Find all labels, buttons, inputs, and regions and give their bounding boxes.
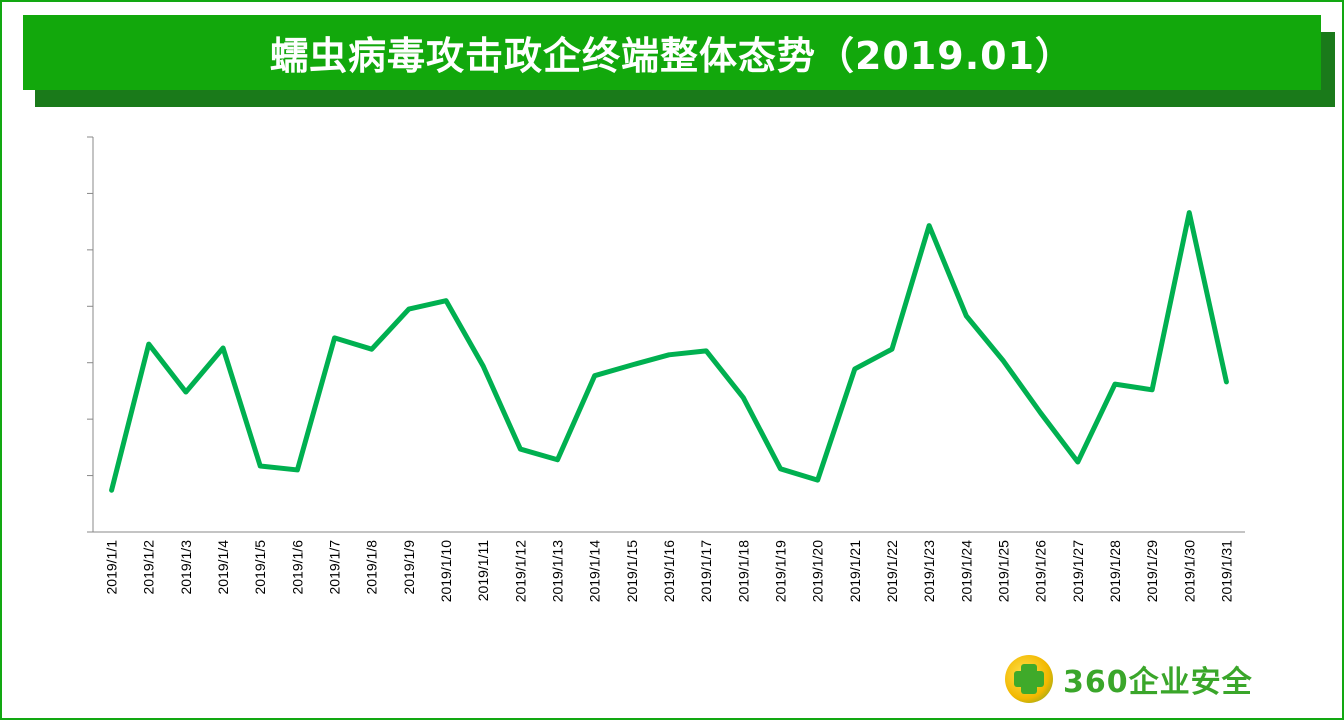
- title-banner: 蠕虫病毒攻击政企终端整体态势（2019.01）: [23, 15, 1321, 90]
- x-tick-label: 2019/1/8: [364, 540, 380, 595]
- x-tick-label: 2019/1/3: [178, 540, 194, 595]
- x-tick-label: 2019/1/29: [1144, 540, 1160, 602]
- x-tick-label: 2019/1/1: [104, 540, 120, 595]
- x-tick-label: 2019/1/28: [1107, 540, 1123, 602]
- x-tick-label: 2019/1/16: [661, 540, 677, 602]
- x-tick-label: 2019/1/23: [921, 540, 937, 602]
- x-tick-label: 2019/1/5: [252, 540, 268, 595]
- x-tick-label: 2019/1/4: [215, 540, 231, 595]
- x-tick-label: 2019/1/11: [475, 540, 491, 601]
- x-tick-label: 2019/1/13: [550, 540, 566, 602]
- x-tick-label: 2019/1/24: [958, 540, 974, 602]
- x-tick-label: 2019/1/7: [327, 540, 343, 595]
- 360-logo-icon: [1005, 655, 1053, 703]
- x-tick-label: 2019/1/17: [698, 540, 714, 602]
- x-tick-label: 2019/1/22: [884, 540, 900, 602]
- x-tick-label: 2019/1/25: [995, 540, 1011, 602]
- x-tick-label: 2019/1/15: [624, 540, 640, 602]
- logo-text: 360企业安全: [1063, 665, 1253, 700]
- x-tick-label: 2019/1/10: [438, 540, 454, 602]
- series-line: [109, 210, 1229, 493]
- page-title: 蠕虫病毒攻击政企终端整体态势（2019.01）: [269, 34, 1075, 78]
- x-tick-label: 2019/1/31: [1218, 540, 1234, 602]
- logo: 360企业安全: [1005, 655, 1253, 703]
- x-tick-label: 2019/1/30: [1181, 540, 1197, 602]
- x-tick-label: 2019/1/21: [847, 540, 863, 602]
- x-tick-label: 2019/1/12: [512, 540, 528, 602]
- x-tick-label: 2019/1/27: [1070, 540, 1086, 602]
- x-tick-label: 2019/1/18: [735, 540, 751, 602]
- x-tick-label: 2019/1/20: [810, 540, 826, 602]
- x-tick-label: 2019/1/6: [289, 540, 305, 595]
- x-tick-label: 2019/1/19: [772, 540, 788, 602]
- x-tick-label: 2019/1/26: [1033, 540, 1049, 602]
- x-tick-label: 2019/1/9: [401, 540, 417, 595]
- x-tick-label: 2019/1/2: [141, 540, 157, 595]
- x-tick-label: 2019/1/14: [587, 540, 603, 602]
